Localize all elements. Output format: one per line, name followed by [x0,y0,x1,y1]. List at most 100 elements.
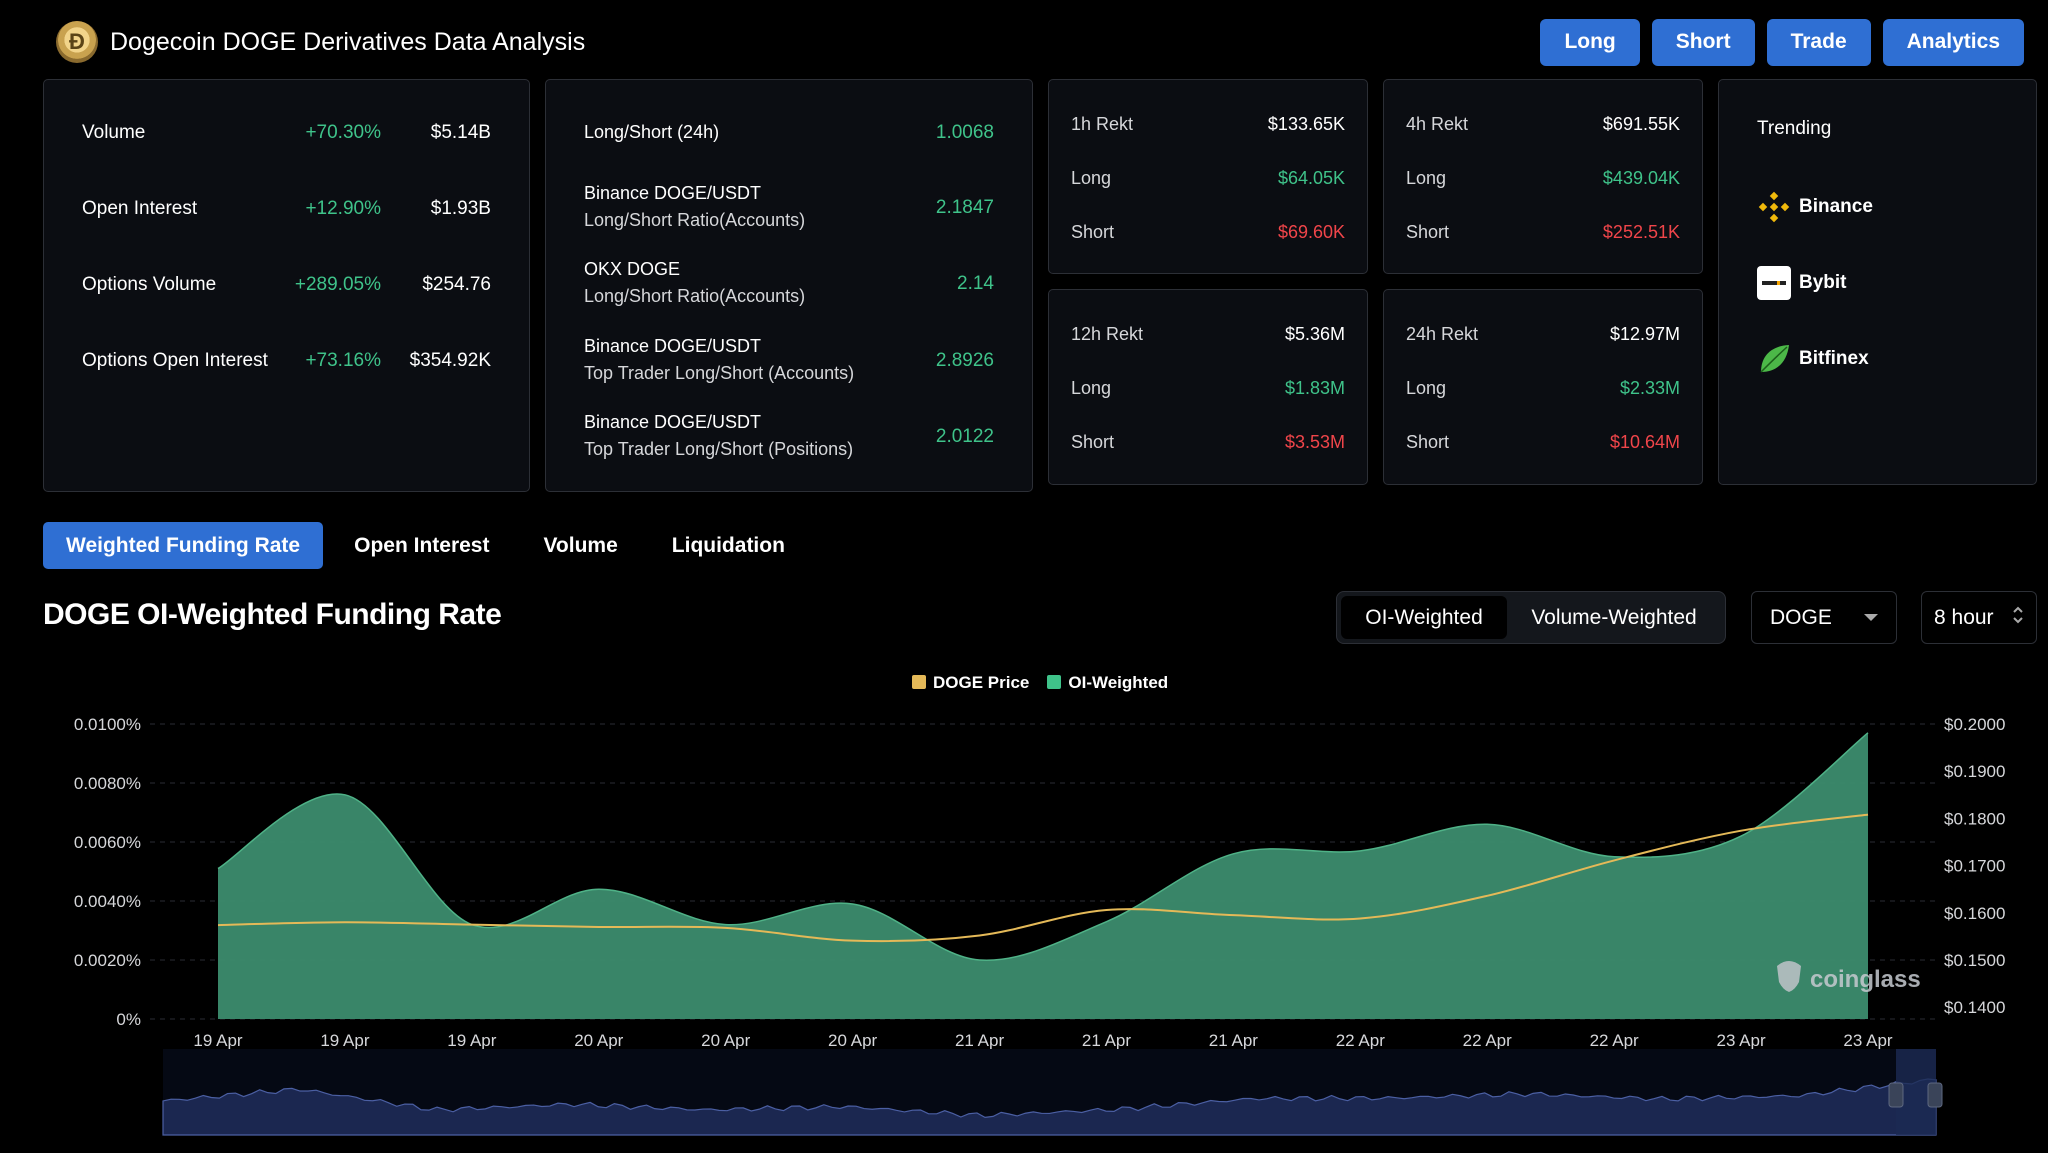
rekt-title: 4h Rekt [1406,114,1469,134]
rekt-card-12h: 12h Rekt $5.36M Long $1.83M Short $3.53M [1048,289,1368,485]
rekt-long-label: Long [1406,168,1447,188]
rekt-card-4h: 4h Rekt $691.55K Long $439.04K Short $252.5… [1383,79,1703,274]
chart-tabs: Weighted Funding Rate Open Interest Volu… [43,522,808,569]
navigator-series [162,1078,1937,1136]
stat-label: Open Interest [82,198,198,219]
rekt-title: 12h Rekt [1071,324,1144,344]
long-short-row: Binance DOGE/USDT Top Trader Long/Short … [584,412,994,462]
watermark-text: coinglass [1810,966,1921,993]
x-tick-label: 21 Apr [1209,1031,1258,1050]
page-title: Dogecoin DOGE Derivatives Data Analysis [110,27,586,56]
stat-label: Volume [82,122,146,143]
exchange-pair: Binance DOGE/USDT [584,183,762,203]
stat-change: +70.30% [305,122,381,143]
trending-item-label: Binance [1799,196,1873,217]
navigator-selection[interactable] [1896,1049,1936,1135]
rekt-long-value: $64.05K [1277,168,1345,188]
caret-down-icon [1864,614,1878,621]
rekt-long-label: Long [1406,378,1447,398]
chart-legend: DOGE Price OI-Weighted [912,673,1168,693]
bybit-icon [1757,266,1791,300]
rekt-short-value: $252.51K [1602,222,1680,242]
trending-item-binance[interactable]: Binance [1757,190,1873,224]
rekt-short-value: $69.60K [1277,222,1345,242]
analytics-button[interactable]: Analytics [1882,18,2024,66]
rekt-short-label: Short [1071,222,1115,242]
x-tick-label: 21 Apr [955,1031,1004,1050]
legend-item-oi-weighted[interactable]: OI-Weighted [1047,673,1168,693]
doge-price-line[interactable] [217,813,1869,943]
y-right-tick-label: $0.1500 [1944,951,2005,970]
y-right-tick-label: $0.1700 [1944,857,2005,876]
symbol-select[interactable]: DOGE [1751,591,1897,644]
rekt-total: $5.36M [1284,324,1345,344]
rekt-long-label: Long [1071,168,1112,188]
stat-row-open-interest: Open Interest +12.90% $1.93B [82,198,491,220]
oi-weighted-option[interactable]: OI-Weighted [1341,596,1507,639]
tab-liquidation[interactable]: Liquidation [671,533,785,557]
stat-value: $254.76 [422,274,491,295]
trending-label: Trending [1757,118,1832,139]
rekt-short-value: $3.53M [1284,432,1345,452]
navigator-handle-right[interactable] [1927,1082,1943,1108]
x-tick-label: 20 Apr [574,1031,623,1050]
navigator-handle-left[interactable] [1888,1082,1904,1108]
y-right-tick-label: $0.1400 [1944,998,2005,1017]
x-tick-label: 22 Apr [1590,1031,1639,1050]
x-tick-label: 22 Apr [1336,1031,1385,1050]
rekt-title: 24h Rekt [1406,324,1479,344]
y-left-tick-label: 0.0080% [74,774,141,793]
volume-weighted-option[interactable]: Volume-Weighted [1531,605,1697,629]
rekt-total: $12.97M [1609,324,1680,344]
stat-change: +289.05% [294,274,381,295]
trending-item-label: Bitfinex [1799,348,1869,369]
trending-item-bybit[interactable]: Bybit [1757,266,1847,300]
interval-select[interactable]: 8 hour [1921,591,2037,644]
price-swatch [912,675,926,689]
rekt-total: $133.65K [1267,114,1345,134]
oi-weighted-area[interactable] [218,732,1868,1019]
y-right-tick-label: $0.1900 [1944,762,2005,781]
coinglass-logo-icon [1777,961,1801,992]
legend-label: OI-Weighted [1068,673,1169,692]
stat-label: Options Open Interest [82,350,268,371]
ratio-value: 2.14 [957,273,994,294]
tab-weighted-funding-rate[interactable]: Weighted Funding Rate [43,522,324,569]
stat-change: +12.90% [305,198,381,219]
x-tick-label: 19 Apr [193,1031,242,1050]
rekt-title: 1h Rekt [1071,114,1134,134]
rekt-short-label: Short [1406,222,1450,242]
legend-label: DOGE Price [933,673,1030,692]
x-tick-label: 20 Apr [828,1031,877,1050]
y-right-tick-label: $0.2000 [1944,715,2005,734]
long-button[interactable]: Long [1540,18,1640,66]
short-button[interactable]: Short [1651,18,1755,66]
x-tick-label: 19 Apr [320,1031,369,1050]
x-tick-label: 21 Apr [1082,1031,1131,1050]
tab-open-interest[interactable]: Open Interest [354,533,490,557]
long-short-row: Binance DOGE/USDT Top Trader Long/Short … [584,336,994,386]
long-short-label: Long/Short (24h) [584,122,720,142]
header-actions: Long Short Trade Analytics [1540,18,2024,66]
stat-row-volume: Volume +70.30% $5.14B [82,122,491,144]
trade-button[interactable]: Trade [1766,18,1871,66]
y-right-tick-label: $0.1600 [1944,904,2005,923]
exchange-pair: Binance DOGE/USDT [584,412,762,432]
tab-volume[interactable]: Volume [543,533,618,557]
trending-panel: Trending Binance Bybit Bitfinex [1718,79,2037,485]
stat-row-options-volume: Options Volume +289.05% $254.76 [82,274,491,296]
x-tick-label: 23 Apr [1716,1031,1765,1050]
y-left-tick-label: 0.0020% [74,951,141,970]
oi-swatch [1047,675,1062,689]
trending-item-label: Bybit [1799,272,1847,293]
rekt-short-label: Short [1406,432,1450,452]
long-short-value: 1.0068 [935,122,994,143]
bitfinex-leaf-icon [1757,342,1791,376]
legend-item-price[interactable]: DOGE Price [912,673,1029,693]
range-navigator[interactable] [162,1049,1943,1136]
ratio-value: 2.0122 [935,426,994,447]
chart-title: DOGE OI-Weighted Funding Rate [43,598,502,631]
x-tick-label: 23 Apr [1843,1031,1892,1050]
binance-icon [1757,190,1791,224]
trending-item-bitfinex[interactable]: Bitfinex [1757,342,1869,376]
